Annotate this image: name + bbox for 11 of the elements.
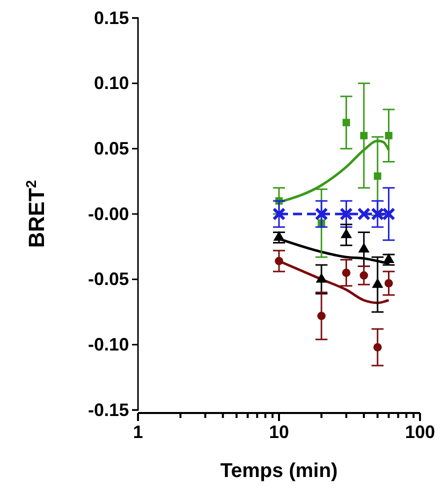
y-tick-label: -0.10 xyxy=(88,334,129,354)
y-tick-label: 0.10 xyxy=(94,73,129,94)
x-tick-label: 1 xyxy=(132,422,144,442)
x-axis-title: Temps (min) xyxy=(220,460,338,482)
y-tick-label: -0.15 xyxy=(88,400,129,420)
y-tick-label: 0.05 xyxy=(94,138,129,158)
x-tick-label: 10 xyxy=(268,422,290,442)
x-tick-label: 100 xyxy=(404,422,436,442)
y-tick-label: 0.15 xyxy=(94,8,129,28)
y-tick-label: -0.00 xyxy=(88,204,129,224)
y-tick-label: -0.05 xyxy=(88,269,129,290)
